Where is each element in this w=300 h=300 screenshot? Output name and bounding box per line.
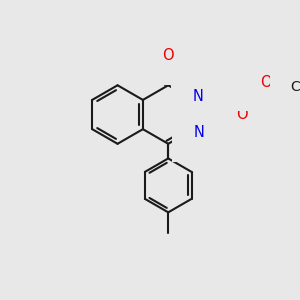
Text: O: O [260, 75, 272, 90]
Text: CH₃: CH₃ [291, 80, 300, 94]
Text: N: N [193, 88, 204, 104]
Text: O: O [162, 48, 174, 63]
Text: N: N [194, 125, 204, 140]
Text: O: O [236, 107, 248, 122]
